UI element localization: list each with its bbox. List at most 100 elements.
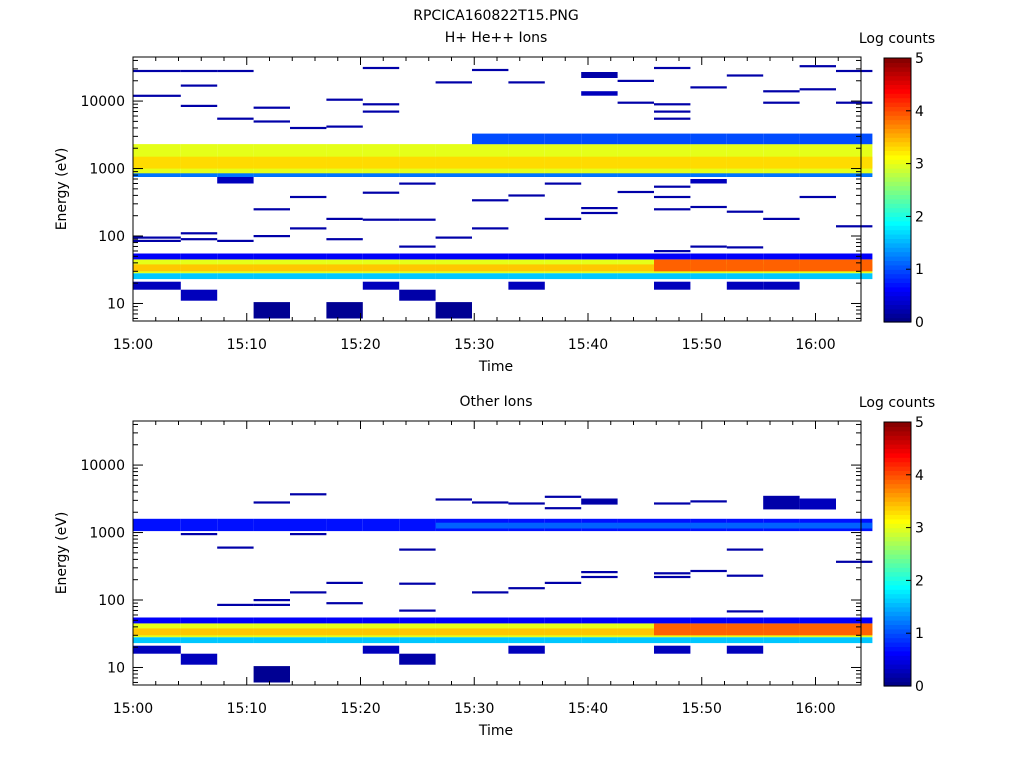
colorbar-segment (884, 602, 911, 608)
spectrogram-band-cell (399, 173, 436, 177)
colorbar-segment (884, 317, 911, 323)
colorbar-segment (884, 514, 911, 520)
spectrogram-band-cell (133, 156, 181, 169)
spectrogram-count-line (253, 599, 290, 602)
spectrogram-band-cell (472, 156, 509, 169)
colorbar-segment (884, 439, 911, 445)
spectrogram-band-cell (399, 637, 436, 644)
colorbar-segment (884, 168, 911, 173)
colorbar-segment (884, 624, 911, 630)
spectrogram-cell (253, 666, 290, 683)
colorbar-segment (884, 558, 911, 564)
spectrogram-band-cell (362, 173, 400, 177)
spectrogram-band-cell (290, 637, 327, 644)
spectrogram-band-cell (180, 518, 218, 532)
spectrogram-cell (362, 645, 400, 654)
colorbar-segment (884, 300, 911, 305)
spectrogram-band-cell (133, 253, 181, 260)
colorbar-segment (884, 589, 911, 595)
spectrogram-band-cell (290, 617, 327, 624)
spectrogram-count-line (133, 94, 181, 97)
spectrogram-band-cell (472, 637, 509, 644)
spectrogram-band-cell (133, 518, 181, 532)
spectrogram-count-line (253, 603, 290, 606)
spectrogram-band-cell (617, 253, 654, 260)
heatmap-area (133, 65, 873, 319)
colorbar-tick-label: 3 (915, 521, 924, 537)
spectrogram-count-line (290, 195, 327, 199)
spectrogram-band-cell (690, 133, 727, 145)
spectrogram-band-cell (836, 259, 873, 272)
spectrogram-count-line (180, 238, 218, 241)
spectrogram-band-cell (435, 264, 472, 272)
spectrogram-band-cell (180, 264, 218, 272)
colorbar-segment (884, 492, 911, 498)
spectrogram-count-line (690, 205, 727, 209)
colorbar-segment (884, 576, 911, 581)
spectrogram-count-line (799, 65, 836, 68)
colorbar-segment (884, 172, 911, 178)
colorbar-segment (884, 150, 911, 156)
spectrogram-band-cell (290, 173, 327, 177)
colorbar-segment (884, 220, 911, 226)
spectrogram-band-cell (544, 173, 582, 177)
colorbar-segment (884, 615, 911, 621)
spectrogram-band-cell (581, 637, 618, 644)
spectrogram-band-cell (435, 173, 472, 177)
spectrogram-band-cell (836, 133, 873, 145)
y-tick-label: 10000 (80, 94, 125, 110)
chart-title: H+ He++ Ions (445, 30, 548, 46)
colorbar-segment (884, 124, 911, 129)
colorbar-segment (884, 470, 911, 476)
spectrogram-count-line (654, 250, 691, 253)
spectrogram-band-cell (217, 173, 254, 177)
colorbar-segment (884, 668, 911, 674)
spectrogram-cell (253, 302, 290, 319)
spectrogram-cell (399, 653, 436, 665)
spectrogram-count-line (399, 182, 436, 185)
spectrogram-band-cell (253, 628, 290, 636)
colorbar-segment (884, 479, 911, 485)
spectrogram-count-line (654, 575, 691, 579)
colorbar-segment (884, 88, 911, 94)
colorbar-segment (884, 496, 911, 502)
spectrogram-band-cell (763, 156, 800, 169)
spectrogram-band-cell (544, 522, 582, 529)
spectrogram-cell (180, 653, 218, 665)
spectrogram-band-cell (472, 133, 509, 145)
colorbar-segment (884, 203, 911, 209)
spectrogram-band-cell (253, 273, 290, 280)
spectrogram-cell (362, 281, 400, 290)
spectrogram-band-cell (217, 628, 254, 636)
x-tick-label: 15:50 (682, 337, 722, 353)
spectrogram-band-cell (654, 522, 691, 529)
spectrogram-count-line (180, 533, 218, 536)
spectrogram-count-line (544, 217, 582, 220)
colorbar-segment (884, 282, 911, 288)
spectrogram-band-cell (617, 273, 654, 280)
spectrogram-band-cell (326, 273, 363, 280)
spectrogram-band-cell (544, 264, 582, 272)
spectrogram-band-cell (508, 637, 545, 644)
colorbar-segment (884, 571, 911, 577)
spectrogram-band-cell (654, 623, 691, 636)
spectrogram-band-cell (326, 637, 363, 644)
colorbar-segment (884, 637, 911, 643)
colorbar-segment (884, 518, 911, 524)
y-tick-label: 10 (107, 296, 125, 312)
spectrogram-count-line (617, 79, 654, 82)
spectrogram-band-cell (836, 522, 873, 529)
spectrogram-count-line (654, 502, 691, 505)
colorbar-segment (884, 593, 911, 599)
spectrogram-count-line (472, 591, 509, 594)
plot-frame (132, 56, 862, 322)
spectrogram-count-line (472, 501, 509, 504)
spectrogram-band-cell (836, 637, 873, 644)
colorbar-segment (884, 141, 911, 147)
spectrogram-cell (326, 302, 363, 319)
spectrogram-count-line (180, 84, 218, 87)
spectrogram-band-cell (581, 173, 618, 177)
spectrogram-count-line (508, 81, 545, 84)
x-tick-label: 16:00 (795, 337, 835, 353)
spectrogram-band-cell (763, 617, 800, 624)
